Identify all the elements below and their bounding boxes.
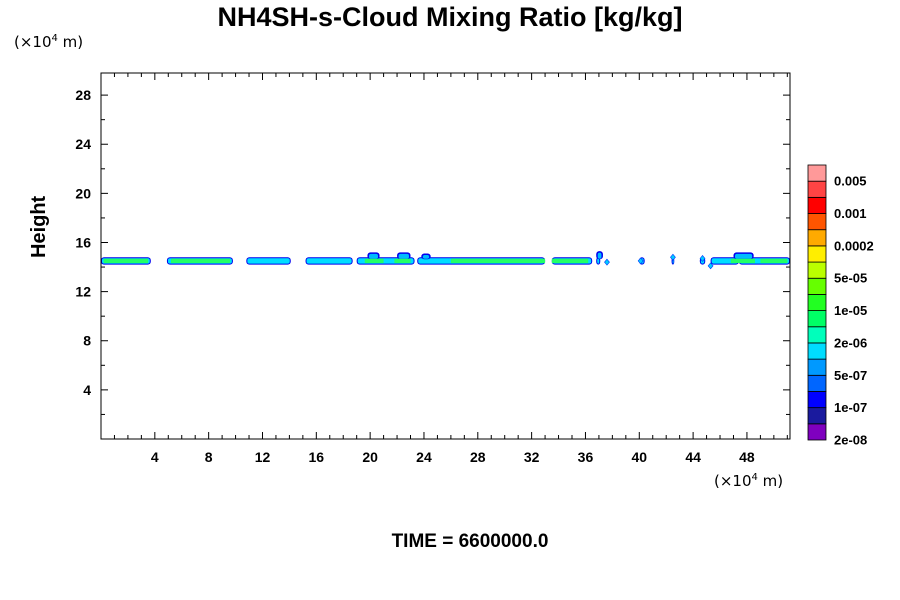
colorbar-swatch bbox=[807, 180, 827, 198]
cloud-scatter-point bbox=[604, 258, 610, 266]
cloud-scatter-point bbox=[670, 253, 676, 261]
cloud-segment bbox=[597, 258, 600, 264]
cloud-bump bbox=[368, 253, 379, 259]
colorbar-swatch bbox=[807, 358, 827, 376]
x-tick-label: 24 bbox=[416, 449, 432, 465]
y-tick-label: 20 bbox=[75, 185, 91, 201]
y-tick-label: 12 bbox=[75, 284, 91, 300]
colorbar-label: 2e-06 bbox=[834, 335, 867, 350]
colorbar-swatch bbox=[807, 310, 827, 328]
x-tick-label: 28 bbox=[470, 449, 486, 465]
cloud-scatter-point bbox=[637, 257, 644, 265]
y-tick-label: 24 bbox=[75, 136, 91, 152]
y-tick-label: 8 bbox=[83, 333, 91, 349]
colorbar-swatch bbox=[807, 213, 827, 231]
x-tick-label: 8 bbox=[205, 449, 213, 465]
y-tick-label: 16 bbox=[75, 234, 91, 250]
x-tick-label: 36 bbox=[578, 449, 594, 465]
cloud-bump bbox=[422, 255, 430, 259]
colorbar-label: 1e-05 bbox=[834, 303, 867, 318]
x-tick-label: 48 bbox=[739, 449, 755, 465]
x-tick-label: 44 bbox=[685, 449, 701, 465]
colorbar-swatch bbox=[807, 277, 827, 295]
colorbar-swatch bbox=[807, 407, 827, 425]
x-tick-label: 32 bbox=[524, 449, 540, 465]
plot-area-frame bbox=[100, 72, 791, 440]
colorbar-swatch bbox=[807, 164, 827, 182]
x-tick-label: 20 bbox=[362, 449, 378, 465]
colorbar-swatch bbox=[807, 374, 827, 392]
colorbar-label: 0.0002 bbox=[834, 238, 874, 253]
colorbar-label: 1e-07 bbox=[834, 400, 867, 415]
cloud-segment bbox=[247, 258, 290, 264]
colorbar-swatch bbox=[807, 294, 827, 311]
x-tick-label: 40 bbox=[631, 449, 647, 465]
colorbar-swatch bbox=[807, 326, 827, 344]
cloud-bump bbox=[734, 253, 753, 259]
colorbar-swatch bbox=[807, 229, 827, 247]
x-tick-label: 16 bbox=[309, 449, 325, 465]
colorbar-label: 2e-08 bbox=[834, 433, 867, 448]
x-tick-label: 4 bbox=[151, 449, 159, 465]
cloud-core-segment bbox=[551, 258, 589, 264]
colorbar-swatch bbox=[807, 196, 827, 214]
colorbar-swatch bbox=[807, 261, 827, 279]
cloud-scatter-point bbox=[707, 262, 714, 270]
cloud-scatter-point bbox=[699, 254, 706, 262]
colorbar-label: 0.001 bbox=[834, 206, 867, 221]
cloud-core-segment bbox=[103, 258, 149, 264]
cloud-core-segment bbox=[760, 258, 788, 264]
y-tick-label: 28 bbox=[75, 87, 91, 103]
cloud-bump bbox=[398, 253, 410, 259]
colorbar-swatch bbox=[807, 245, 827, 263]
colorbar-swatch bbox=[807, 342, 827, 360]
colorbar-swatch bbox=[807, 391, 827, 409]
colorbar-label: 0.005 bbox=[834, 174, 867, 189]
chart-title: NH4SH-s-Cloud Mixing Ratio [kg/kg] bbox=[217, 2, 683, 32]
cloud-core-segment bbox=[170, 258, 231, 264]
x-axis-unit: (×104 m) bbox=[714, 472, 784, 490]
cloud-core-segment bbox=[394, 258, 411, 264]
x-tick-label: 12 bbox=[255, 449, 271, 465]
y-axis-unit: (×104 m) bbox=[14, 33, 84, 51]
y-tick-label: 4 bbox=[83, 382, 91, 398]
cloud-segment bbox=[306, 258, 352, 264]
cloud-core-segment bbox=[450, 258, 546, 264]
colorbar-label: 5e-05 bbox=[834, 271, 867, 286]
cloud-core-segment bbox=[364, 258, 384, 264]
colorbar-swatch bbox=[807, 423, 827, 441]
time-label: TIME = 6600000.0 bbox=[391, 531, 549, 552]
colorbar-label: 5e-07 bbox=[834, 368, 867, 383]
cloud-bump bbox=[597, 252, 602, 259]
cloud-core-segment bbox=[730, 258, 756, 264]
